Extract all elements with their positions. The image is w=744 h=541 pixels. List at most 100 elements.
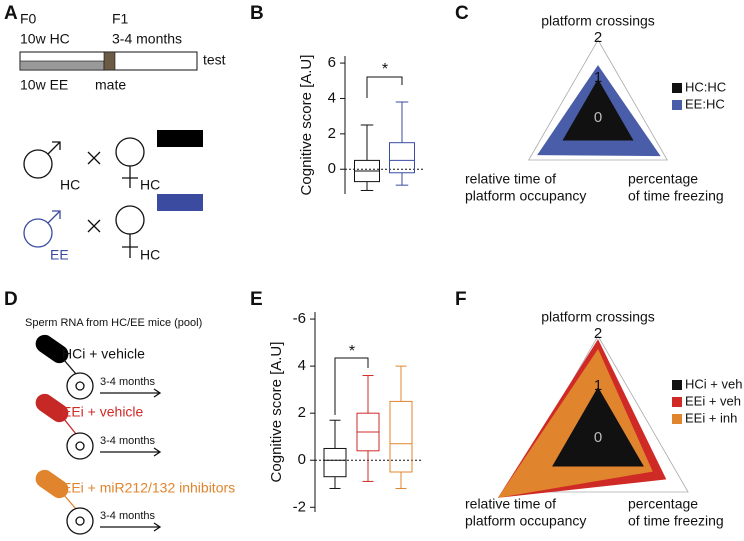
label: HC: [140, 247, 160, 263]
dish: [66, 507, 94, 535]
panel-label: F: [455, 289, 467, 310]
panel-label: E: [250, 289, 263, 310]
duration: 3-4 months: [100, 376, 156, 388]
y-tick-label: 2: [328, 125, 336, 142]
r-tick-label: 2: [594, 29, 602, 46]
label: EE: [50, 247, 69, 263]
axis-label: relative time of: [465, 496, 556, 512]
panel-label: D: [4, 289, 18, 310]
panel-label: B: [250, 3, 264, 24]
diagram-a: F0 10w HC F1 3-4 months test 10w EE mate…: [19, 11, 226, 263]
legend-label: EE:HC: [685, 96, 725, 111]
pipette-tip: [63, 418, 77, 435]
caption: Sperm RNA from HC/EE mice (pool): [25, 317, 202, 329]
significance-bracket: [366, 76, 403, 98]
y-tick-label: -2: [293, 498, 306, 515]
annotation: *: [382, 61, 388, 78]
axis-label: percentage: [628, 496, 698, 512]
legend-swatch: [672, 397, 682, 407]
legend-label: EEi + veh: [685, 393, 741, 408]
ee-period: [19, 60, 105, 71]
pipette-tip: [63, 359, 77, 375]
label: HC: [140, 177, 160, 193]
group-label: EEi + miR212/132 inhibitors: [62, 480, 235, 496]
axis-label: platform occupancy: [465, 513, 586, 529]
axis-label: of time freezing: [628, 513, 724, 529]
group-swatch: [157, 130, 203, 147]
y-tick-label: 4: [328, 89, 336, 106]
pipette: [35, 393, 69, 423]
panel-label: C: [455, 3, 469, 24]
pipette: [35, 469, 69, 499]
significance-bracket: [334, 357, 369, 415]
r-tick-label: 2: [594, 325, 602, 342]
radar-area: [562, 78, 634, 141]
dish: [66, 432, 94, 460]
grid-triangle: [528, 39, 668, 161]
group-swatch: [157, 194, 203, 211]
y-axis-label: Cognitive score [A.U]: [298, 55, 315, 196]
box: [389, 142, 415, 174]
pipette: [35, 334, 69, 364]
label: F1: [112, 11, 129, 27]
r-tick-label: 1: [594, 377, 602, 394]
mate-period: [103, 51, 116, 71]
pipette-tip: [63, 494, 77, 510]
r-tick-label: 1: [594, 69, 602, 86]
y-tick-label: 2: [298, 404, 306, 421]
r-tick-label: 0: [594, 429, 602, 446]
y-tick-label: 0: [298, 451, 306, 468]
duration: 3-4 months: [100, 510, 156, 522]
legend-label: EEi + inh: [685, 410, 737, 425]
y-tick-label: 6: [328, 54, 336, 71]
female-symbol: [115, 205, 145, 258]
dish: [66, 372, 94, 400]
dish: [75, 441, 85, 451]
label: 3-4 months: [112, 31, 182, 47]
y-tick-label: 0: [328, 160, 336, 177]
label: 10w HC: [20, 31, 70, 47]
group-label: EEi + vehicle: [62, 404, 144, 420]
arrow: [100, 388, 162, 398]
dish: [75, 516, 85, 526]
axis-label: platform crossings: [541, 13, 655, 29]
arrow: [100, 522, 162, 532]
legend-swatch: [672, 414, 682, 424]
legend-swatch: [672, 380, 682, 390]
box: [389, 400, 413, 473]
female-symbol: [115, 137, 145, 188]
legend-label: HCi + veh: [685, 376, 742, 391]
group: HCi + vehicle 3-4 months: [35, 334, 162, 400]
group-label: HCi + vehicle: [62, 346, 145, 362]
legend-swatch: [672, 83, 682, 93]
box: [323, 447, 347, 478]
label: test: [203, 52, 226, 68]
group: EEi + vehicle 3-4 months: [35, 393, 162, 460]
r-tick-label: 0: [594, 109, 602, 126]
legend-label: HC:HC: [685, 79, 726, 94]
group: EEi + miR212/132 inhibitors 3-4 months: [35, 469, 235, 535]
axis-label: of time freezing: [628, 188, 724, 204]
y-tick-label: 4: [298, 357, 306, 374]
radar-area: [552, 387, 644, 467]
cross-symbol: [87, 151, 101, 165]
y-axis-label: Cognitive score [A.U]: [268, 342, 285, 483]
annotation: *: [349, 343, 355, 360]
y-tick-label: -6: [293, 310, 306, 327]
panel-label: A: [4, 3, 18, 24]
dish: [75, 381, 85, 391]
axis-label: platform crossings: [541, 309, 655, 325]
label: HC: [60, 177, 80, 193]
diagram-d: Sperm RNA from HC/EE mice (pool) HCi + v…: [25, 317, 235, 535]
cross-symbol: [87, 219, 101, 233]
label: F0: [20, 11, 37, 27]
axis-label: platform occupancy: [465, 188, 586, 204]
label: mate: [95, 77, 126, 93]
axis-label: percentage: [628, 171, 698, 187]
duration: 3-4 months: [100, 435, 156, 447]
male-symbol: [23, 141, 61, 179]
radar-area: [497, 349, 653, 498]
legend-swatch: [672, 100, 682, 110]
male-symbol: [23, 210, 61, 248]
